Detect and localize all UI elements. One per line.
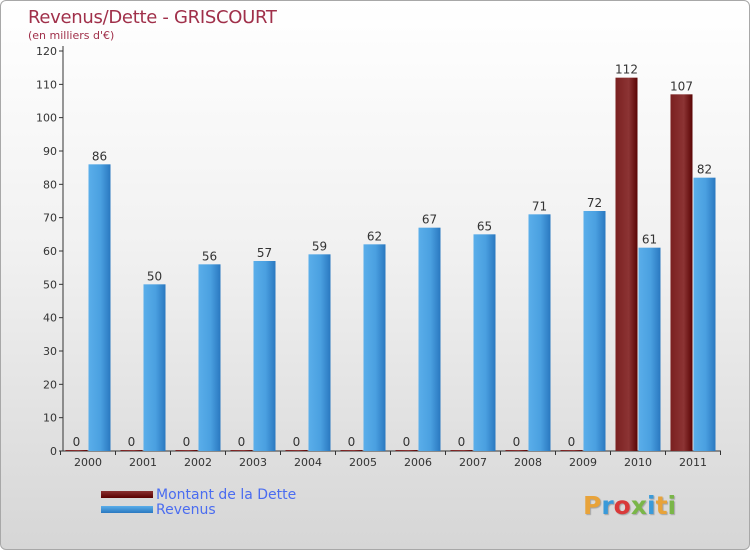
bar-dette bbox=[450, 450, 473, 451]
data-label-dette: 0 bbox=[128, 435, 136, 449]
data-label-revenus: 72 bbox=[587, 196, 602, 210]
bars bbox=[65, 77, 716, 452]
bar-dette bbox=[175, 450, 198, 451]
y-tick-label: 10 bbox=[43, 412, 57, 425]
y-tick-label: 30 bbox=[43, 345, 57, 358]
data-label-dette: 0 bbox=[513, 435, 521, 449]
x-tick-label: 2009 bbox=[569, 456, 597, 469]
x-tick-label: 2008 bbox=[514, 456, 542, 469]
y-tick-label: 100 bbox=[36, 112, 57, 125]
bar-dette bbox=[670, 94, 693, 451]
data-label-dette: 0 bbox=[348, 435, 356, 449]
data-label-revenus: 50 bbox=[147, 269, 162, 283]
bar-revenus bbox=[143, 284, 166, 451]
data-label-dette: 0 bbox=[238, 435, 246, 449]
logo-letter: i bbox=[647, 491, 656, 520]
bar-dette bbox=[505, 450, 528, 451]
y-tick-label: 90 bbox=[43, 145, 57, 158]
data-label-revenus: 57 bbox=[257, 246, 272, 260]
data-label-dette: 112 bbox=[615, 63, 638, 77]
axes: 0 10 20 30 40 50 60 70 80 90 100 110 120 2000 2001 2002… bbox=[36, 45, 721, 469]
proxiti-logo: Proxiti bbox=[583, 491, 676, 520]
chart-subtitle: (en milliers d'€) bbox=[28, 29, 115, 42]
data-label-dette: 0 bbox=[183, 435, 191, 449]
y-tick-label: 50 bbox=[43, 278, 57, 291]
x-tick-label: 2000 bbox=[74, 456, 102, 469]
bar-revenus bbox=[693, 177, 716, 451]
logo-letter: x bbox=[630, 491, 647, 520]
y-tick-label: 60 bbox=[43, 245, 57, 258]
data-label-revenus: 67 bbox=[422, 213, 437, 227]
logo-letter: o bbox=[613, 491, 631, 520]
bar-revenus bbox=[473, 234, 496, 451]
data-label-revenus: 61 bbox=[642, 233, 657, 247]
bar-dette bbox=[560, 450, 583, 451]
bar-revenus bbox=[253, 261, 276, 451]
x-tick-label: 2010 bbox=[624, 456, 652, 469]
x-tick-label: 2007 bbox=[459, 456, 487, 469]
data-label-revenus: 71 bbox=[532, 199, 547, 213]
x-tick-label: 2002 bbox=[184, 456, 212, 469]
data-label-revenus: 82 bbox=[697, 163, 712, 177]
data-label-revenus: 86 bbox=[92, 149, 107, 163]
logo-letter: i bbox=[667, 491, 677, 520]
data-label-revenus: 56 bbox=[202, 249, 217, 263]
bar-revenus bbox=[583, 211, 606, 451]
logo-letter: r bbox=[601, 491, 614, 520]
x-tick-label: 2005 bbox=[349, 456, 377, 469]
bar-revenus bbox=[638, 247, 661, 451]
x-tick-label: 2003 bbox=[239, 456, 267, 469]
y-tick-label: 80 bbox=[43, 178, 57, 191]
y-tick-label: 40 bbox=[43, 312, 57, 325]
x-tick-label: 2001 bbox=[129, 456, 157, 469]
logo-letter: t bbox=[655, 491, 668, 520]
bar-revenus bbox=[528, 214, 551, 451]
x-tick-label: 2006 bbox=[404, 456, 432, 469]
bar-revenus bbox=[418, 227, 441, 451]
bar-revenus bbox=[198, 264, 221, 451]
data-label-dette: 0 bbox=[293, 435, 301, 449]
bar-dette bbox=[230, 450, 253, 451]
data-label-revenus: 62 bbox=[367, 229, 382, 243]
y-tick-label: 20 bbox=[43, 378, 57, 391]
bar-revenus bbox=[363, 244, 386, 451]
data-label-dette: 0 bbox=[73, 435, 81, 449]
x-tick-label: 2011 bbox=[679, 456, 707, 469]
data-label-revenus: 59 bbox=[312, 239, 327, 253]
legend-swatch-dette bbox=[101, 491, 153, 498]
bar-dette bbox=[395, 450, 418, 451]
data-label-dette: 0 bbox=[403, 435, 411, 449]
y-tick-label: 0 bbox=[50, 445, 57, 458]
bar-dette bbox=[340, 450, 363, 451]
data-label-dette: 0 bbox=[458, 435, 466, 449]
bar-revenus bbox=[308, 254, 331, 451]
legend-label-revenus: Revenus bbox=[156, 502, 216, 518]
data-label-dette: 0 bbox=[568, 435, 576, 449]
x-tick-label: 2004 bbox=[294, 456, 322, 469]
chart-title: Revenus/Dette - GRISCOURT bbox=[28, 7, 277, 28]
data-label-revenus: 65 bbox=[477, 219, 492, 233]
legend-swatch-revenus bbox=[101, 506, 153, 513]
bar-dette bbox=[120, 450, 143, 451]
y-tick-label: 70 bbox=[43, 212, 57, 225]
y-tick-label: 120 bbox=[36, 45, 57, 58]
logo-letter: P bbox=[583, 491, 602, 520]
bar-dette bbox=[285, 450, 308, 451]
legend-label-dette: Montant de la Dette bbox=[156, 487, 297, 503]
bar-dette bbox=[615, 77, 638, 452]
bar-dette bbox=[65, 450, 88, 451]
bar-revenus bbox=[88, 164, 111, 452]
data-labels: 0 86 0 50 0 56 0 57 0 59 0 62 0 67 0 65 0 71 0 72 112 61 107 82 bbox=[73, 63, 712, 449]
y-tick-label: 110 bbox=[36, 78, 57, 91]
data-label-dette: 107 bbox=[670, 79, 693, 93]
